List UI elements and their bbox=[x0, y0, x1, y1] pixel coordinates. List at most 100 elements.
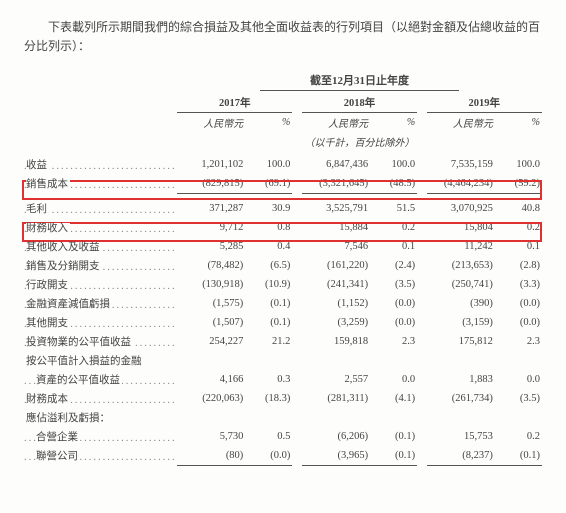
cell-percent: 51.5 bbox=[370, 199, 417, 218]
cell-amount: (3,321,645) bbox=[302, 174, 370, 193]
cell-percent: 0.2 bbox=[370, 218, 417, 237]
cell-percent: (0.1) bbox=[370, 446, 417, 465]
period-header: 截至12月31日止年度 bbox=[177, 70, 542, 93]
cell-percent: 40.8 bbox=[495, 199, 542, 218]
row-label-text: 銷售及分銷開支 bbox=[26, 261, 102, 272]
cell-percent: (0.1) bbox=[370, 427, 417, 446]
cell-percent: (0.0) bbox=[495, 313, 542, 332]
cell-amount bbox=[177, 408, 245, 427]
row-label-text: 毛利 bbox=[26, 204, 49, 215]
cell-amount: 4,166 bbox=[177, 370, 245, 389]
cell-percent: (3.3) bbox=[495, 275, 542, 294]
table-row: 其他開支(1,507)(0.1)(3,259)(0.0)(3,159)(0.0) bbox=[24, 313, 542, 332]
cell-amount: (6,206) bbox=[302, 427, 370, 446]
cell-amount: 371,287 bbox=[177, 199, 245, 218]
cell-percent: 0.4 bbox=[245, 237, 292, 256]
row-label-text: 金融資產減值虧損 bbox=[26, 299, 112, 310]
cell-percent: 0.2 bbox=[495, 427, 542, 446]
table-row: 應佔溢利及虧損： bbox=[24, 408, 542, 427]
cell-amount: (241,341) bbox=[302, 275, 370, 294]
cell-amount: 9,712 bbox=[177, 218, 245, 237]
row-label-text: 銷售成本 bbox=[26, 179, 70, 190]
cell-amount: (1,507) bbox=[177, 313, 245, 332]
table-row: 聯營公司(80)(0.0)(3,965)(0.1)(8,237)(0.1) bbox=[24, 446, 542, 465]
row-label-text: 財務收入 bbox=[26, 223, 70, 234]
cell-percent: 0.0 bbox=[370, 370, 417, 389]
row-label-text: 聯營公司 bbox=[36, 451, 80, 462]
col-pct-label: % bbox=[245, 113, 292, 133]
cell-percent: (10.9) bbox=[245, 275, 292, 294]
cell-percent bbox=[495, 351, 542, 370]
cell-amount: 175,812 bbox=[427, 332, 495, 351]
cell-amount: (213,653) bbox=[427, 256, 495, 275]
table-row: 資產的公平值收益4,1660.32,5570.01,8830.0 bbox=[24, 370, 542, 389]
cell-amount: (281,311) bbox=[302, 389, 370, 408]
cell-percent bbox=[495, 408, 542, 427]
cell-percent: (69.1) bbox=[245, 174, 292, 193]
cell-amount: (1,152) bbox=[302, 294, 370, 313]
cell-percent: (0.0) bbox=[370, 294, 417, 313]
cell-amount: (130,918) bbox=[177, 275, 245, 294]
cell-amount: (78,482) bbox=[177, 256, 245, 275]
cell-amount: 1,883 bbox=[427, 370, 495, 389]
cell-percent: (18.3) bbox=[245, 389, 292, 408]
table-row: 財務收入9,7120.815,8840.215,8040.2 bbox=[24, 218, 542, 237]
income-statement-table: 截至12月31日止年度 2017年 2018年 2019年 人民幣元 % 人民幣… bbox=[24, 70, 542, 466]
cell-amount: (161,220) bbox=[302, 256, 370, 275]
cell-amount: 5,285 bbox=[177, 237, 245, 256]
cell-amount: (829,815) bbox=[177, 174, 245, 193]
row-label-text: 收益 bbox=[26, 160, 49, 171]
cell-percent: 0.1 bbox=[495, 237, 542, 256]
cell-amount: 11,242 bbox=[427, 237, 495, 256]
row-label-text: 按公平值計入損益的金融 bbox=[26, 356, 144, 367]
table-row: 行政開支 (130,918)(10.9) (241,341)(3.5) (250,74… bbox=[24, 275, 542, 294]
cell-percent: 30.9 bbox=[245, 199, 292, 218]
cell-amount bbox=[427, 351, 495, 370]
cell-amount: (1,575) bbox=[177, 294, 245, 313]
table-row: 按公平值計入損益的金融 bbox=[24, 351, 542, 370]
table-row: 金融資產減值虧損(1,575)(0.1)(1,152)(0.0)(390)(0.… bbox=[24, 294, 542, 313]
cell-amount: 6,847,436 bbox=[302, 155, 370, 174]
cell-amount: (3,259) bbox=[302, 313, 370, 332]
cell-percent: (0.1) bbox=[495, 446, 542, 465]
table-row: 銷售及分銷開支(78,482)(6.5)(161,220)(2.4)(213,6… bbox=[24, 256, 542, 275]
row-label-text: 其他開支 bbox=[26, 318, 70, 329]
cell-percent: 0.2 bbox=[495, 218, 542, 237]
cell-percent: 2.3 bbox=[370, 332, 417, 351]
cell-amount: (8,237) bbox=[427, 446, 495, 465]
cell-amount: (390) bbox=[427, 294, 495, 313]
cell-amount: (250,741) bbox=[427, 275, 495, 294]
cell-amount bbox=[302, 408, 370, 427]
cell-percent: (6.5) bbox=[245, 256, 292, 275]
row-label-text: 資產的公平值收益 bbox=[36, 375, 122, 386]
table-row: 投資物業的公平值收益254,22721.2159,8182.3175,8122.… bbox=[24, 332, 542, 351]
cell-percent: (0.0) bbox=[495, 294, 542, 313]
year-2019: 2019年 bbox=[427, 93, 542, 113]
cell-percent: (0.0) bbox=[370, 313, 417, 332]
cell-percent: 0.3 bbox=[245, 370, 292, 389]
cell-amount: 15,804 bbox=[427, 218, 495, 237]
cell-percent: (59.2) bbox=[495, 174, 542, 193]
cell-percent bbox=[370, 408, 417, 427]
cell-amount: (220,063) bbox=[177, 389, 245, 408]
cell-percent bbox=[245, 408, 292, 427]
cell-percent: 100.0 bbox=[495, 155, 542, 174]
cell-amount: 3,070,925 bbox=[427, 199, 495, 218]
table-row: 合營企業5,7300.5(6,206)(0.1)15,7530.2 bbox=[24, 427, 542, 446]
intro-text: 下表載列所示期間我們的綜合損益及其他全面收益表的行列項目（以絕對金額及佔總收益的… bbox=[24, 18, 542, 56]
cell-percent: 2.3 bbox=[495, 332, 542, 351]
cell-amount: (3,159) bbox=[427, 313, 495, 332]
row-label-text: 行政開支 bbox=[26, 280, 70, 291]
cell-amount: 1,201,102 bbox=[177, 155, 245, 174]
cell-amount: 15,753 bbox=[427, 427, 495, 446]
cell-amount: (80) bbox=[177, 446, 245, 465]
row-label-text: 其他收入及收益 bbox=[26, 242, 102, 253]
cell-amount bbox=[302, 351, 370, 370]
table-row: 毛利371,28730.93,525,79151.53,070,92540.8 bbox=[24, 199, 542, 218]
cell-percent: (3.5) bbox=[495, 389, 542, 408]
cell-percent: (0.1) bbox=[245, 313, 292, 332]
cell-amount: 2,557 bbox=[302, 370, 370, 389]
cell-percent: (0.1) bbox=[245, 294, 292, 313]
cell-amount: 7,546 bbox=[302, 237, 370, 256]
cell-percent: (3.5) bbox=[370, 275, 417, 294]
